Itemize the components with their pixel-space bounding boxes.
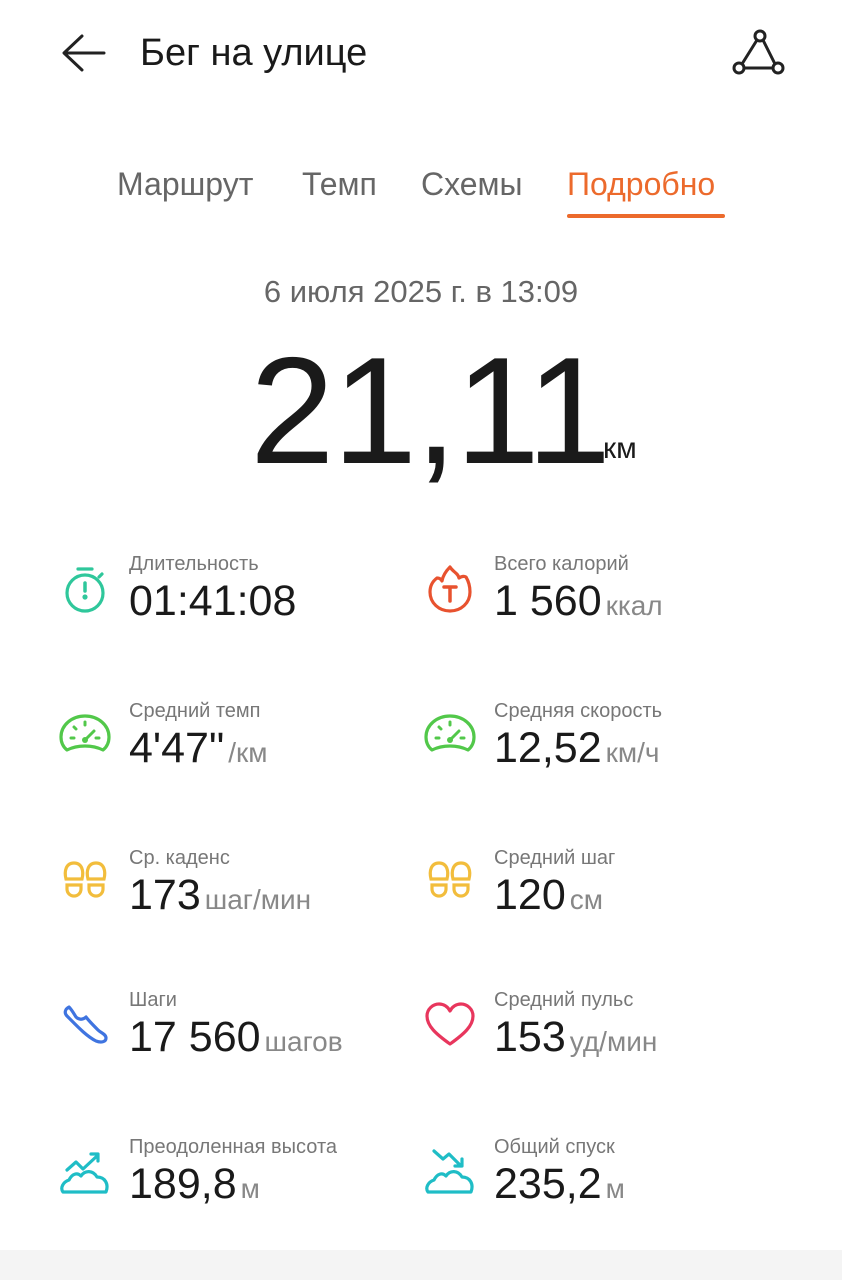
- stat-value-row: 01:41:08: [129, 577, 300, 626]
- stat-unit: см: [569, 884, 603, 915]
- stat-unit: /км: [228, 737, 268, 768]
- active-tab-indicator: [567, 214, 725, 218]
- speedometer-icon: [424, 714, 476, 752]
- stat-label: Средняя скорость: [494, 700, 663, 722]
- footprints-icon: [63, 861, 107, 898]
- speedometer-icon: [59, 714, 111, 752]
- distance-unit: км: [603, 432, 637, 465]
- stat-value-row: 12,52 км/ч: [494, 724, 659, 773]
- stat-unit: м: [605, 1173, 625, 1204]
- stat-value-row: 120 см: [494, 871, 603, 920]
- stat-item: Преодоленная высота 189,8 м: [60, 1136, 489, 1226]
- stat-unit: шаг/мин: [204, 884, 312, 915]
- stat-item: Шаги 17 560 шагов: [63, 989, 489, 1079]
- distance-value: 21,11: [250, 326, 611, 496]
- stat-item: Ср. каденс 173 шаг/мин: [63, 847, 489, 937]
- stat-label: Длительность: [129, 553, 259, 575]
- stat-value-row: 173 шаг/мин: [129, 871, 311, 920]
- stat-value-row: 17 560 шагов: [129, 1013, 343, 1062]
- stat-item: Общий спуск 235,2 м: [425, 1136, 842, 1226]
- calorie-flame-icon: [428, 565, 472, 613]
- route-share-icon[interactable]: [730, 28, 786, 80]
- arrow-left-icon[interactable]: [58, 30, 108, 80]
- stat-item: Средний шаг 120 см: [428, 847, 842, 937]
- tab-route[interactable]: Маршрут: [117, 166, 254, 202]
- footprints-icon: [428, 861, 472, 898]
- stat-value-row: 153 уд/мин: [494, 1013, 657, 1062]
- heart-icon: [425, 1002, 475, 1046]
- stat-label: Средний темп: [129, 700, 261, 722]
- elevation-up-icon: [60, 1152, 109, 1194]
- stat-value-row: 4'47"/км: [129, 724, 268, 773]
- stat-unit: шагов: [264, 1026, 343, 1057]
- stat-label: Ср. каденс: [129, 847, 230, 869]
- stat-label: Средний пульс: [494, 989, 634, 1011]
- workout-date: 6 июля 2025 г. в 13:09: [263, 274, 579, 309]
- stat-unit: м: [240, 1173, 260, 1204]
- elevation-down-icon: [425, 1149, 474, 1194]
- stat-value: 01:41:08: [129, 577, 297, 625]
- stat-unit: ккал: [605, 590, 663, 621]
- stat-label: Преодоленная высота: [129, 1136, 338, 1158]
- stat-value: 120: [494, 871, 566, 919]
- stat-item: Средний темп 4'47"/км: [59, 700, 489, 790]
- stat-label: Средний шаг: [494, 847, 616, 869]
- page-title: Бег на улице: [140, 32, 368, 74]
- stat-unit: км/ч: [605, 737, 660, 768]
- stat-value: 17 560: [129, 1013, 261, 1061]
- stat-item: Всего калорий 1 560 ккал: [428, 553, 842, 643]
- shoe-icon: [63, 1005, 108, 1044]
- stat-label: Общий спуск: [494, 1136, 615, 1158]
- stat-value: 235,2: [494, 1160, 602, 1208]
- tab-pace[interactable]: Темп: [302, 166, 377, 202]
- stat-value-row: 1 560 ккал: [494, 577, 663, 626]
- tab-details[interactable]: Подробно: [567, 166, 716, 202]
- stat-item: Средний пульс 153 уд/мин: [425, 989, 842, 1079]
- bottom-bar: [0, 1250, 842, 1280]
- stat-value-row: 189,8 м: [129, 1160, 260, 1209]
- stat-item: Длительность 01:41:08: [65, 553, 489, 643]
- stat-unit: уд/мин: [569, 1026, 658, 1057]
- stat-value: 189,8: [129, 1160, 237, 1208]
- stat-value-row: 235,2 м: [494, 1160, 625, 1209]
- stat-value: 1 560: [494, 577, 602, 625]
- stat-value: 4'47": [129, 724, 225, 772]
- stat-value: 173: [129, 871, 201, 919]
- stopwatch-icon: [65, 567, 105, 613]
- stat-label: Шаги: [129, 989, 177, 1011]
- tab-charts[interactable]: Схемы: [421, 166, 523, 202]
- stat-item: Средняя скорость 12,52 км/ч: [424, 700, 842, 790]
- stat-label: Всего калорий: [494, 553, 629, 575]
- stat-value: 153: [494, 1013, 566, 1061]
- stat-value: 12,52: [494, 724, 602, 772]
